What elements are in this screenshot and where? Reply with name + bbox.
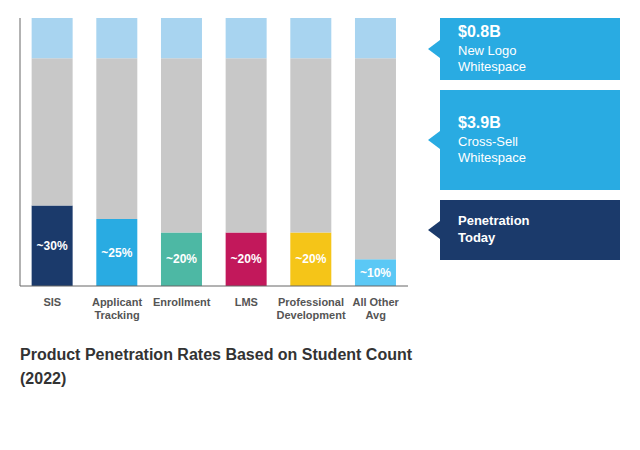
svg-text:SIS: SIS [43,296,61,308]
svg-text:~20%: ~20% [231,252,262,266]
html-text:Today: Today [458,230,496,245]
html-text:$3.9B: $3.9B [458,113,501,131]
svg-text:~20%: ~20% [295,252,326,266]
html-text:Product Penetration Rates Base: Product Penetration Rates Based on Stude… [20,346,412,363]
svg-text:~30%: ~30% [37,239,68,253]
svg-text:ProfessionalDevelopment: ProfessionalDevelopment [276,296,345,321]
html-text:Penetration: Penetration [458,213,530,229]
svg-text:ApplicantTracking: ApplicantTracking [92,296,142,321]
html-text:Cross-Sell: Cross-Sell [458,133,518,149]
svg-text:~10%: ~10% [360,266,391,280]
svg-text:~25%: ~25% [101,246,132,260]
html-text:Whitespace: Whitespace [458,59,526,75]
html-text:$0.8B: $0.8B [458,22,501,40]
html-text:New Logo: New Logo [458,42,517,58]
svg-text:LMS: LMS [235,296,258,308]
svg-text:Enrollment: Enrollment [153,296,211,308]
html-text:Whitespace: Whitespace [458,150,526,166]
svg-text:All OtherAvg: All OtherAvg [352,296,399,321]
html-text:(2022): (2022) [20,370,67,387]
svg-text:~20%: ~20% [166,252,197,266]
